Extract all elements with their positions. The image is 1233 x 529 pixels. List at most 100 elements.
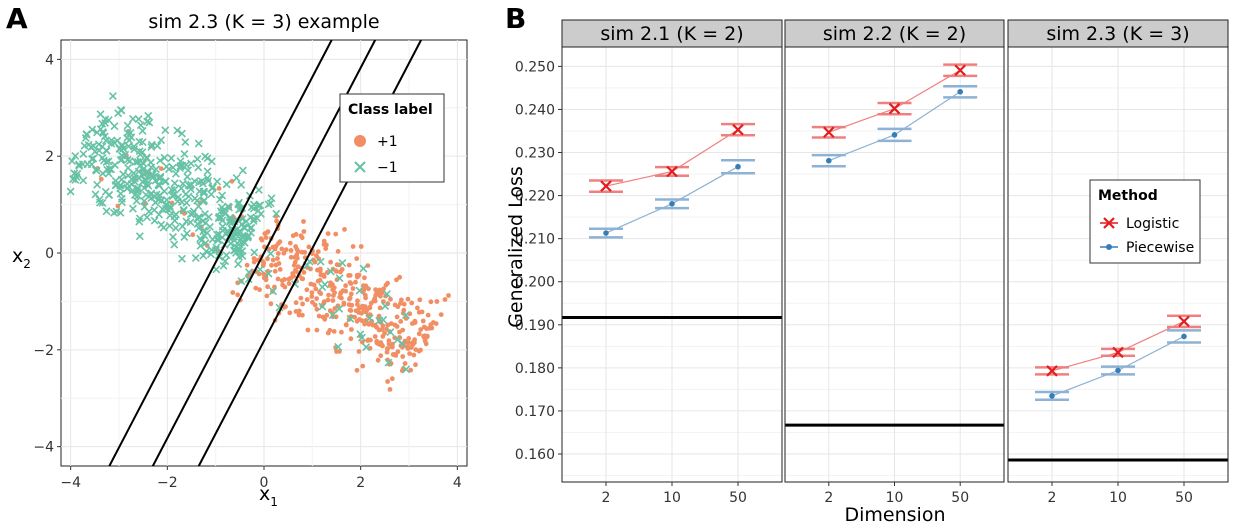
point-positive <box>314 327 320 333</box>
point-negative <box>264 200 273 209</box>
point-negative <box>135 217 144 226</box>
point-negative <box>151 198 160 207</box>
point-negative <box>161 126 170 135</box>
point-positive <box>274 218 279 224</box>
class-label-legend: Class label +1 −1 <box>339 93 445 183</box>
point-negative <box>216 207 225 216</box>
point-positive <box>158 166 164 172</box>
point-positive <box>415 305 420 311</box>
point-positive <box>375 341 381 347</box>
point-positive <box>288 254 294 260</box>
point-negative <box>82 130 91 139</box>
point-positive <box>281 250 287 256</box>
x-tick-label: 50 <box>729 490 747 506</box>
point-negative <box>117 155 126 164</box>
point-positive <box>375 357 381 363</box>
point-negative <box>256 209 265 218</box>
point-piecewise <box>826 157 832 164</box>
point-positive <box>365 263 371 268</box>
point-negative <box>221 209 230 218</box>
y-tick-label: 0.240 <box>515 102 555 118</box>
point-positive <box>338 291 343 297</box>
point-positive <box>257 287 262 293</box>
facet-strip-label: sim 2.2 (K = 2) <box>823 23 966 45</box>
point-positive <box>431 320 436 325</box>
point-negative <box>98 153 107 162</box>
point-positive <box>442 297 448 302</box>
point-negative <box>170 240 179 249</box>
point-negative <box>79 176 88 185</box>
point-positive <box>407 351 412 356</box>
point-negative <box>186 210 195 219</box>
point-positive <box>357 317 362 322</box>
point-positive <box>216 186 222 191</box>
loss-y-ticks: 0.160 0.170 0.180 0.190 0.200 0.210 0.220 0.230… <box>515 59 562 463</box>
point-positive <box>401 307 407 313</box>
point-positive <box>388 296 393 302</box>
point-positive <box>291 273 297 279</box>
point-negative <box>402 365 411 374</box>
point-positive <box>320 314 326 320</box>
point-positive <box>372 298 378 304</box>
point-positive <box>406 336 412 341</box>
scatter-x-ticks: −4 −2 0 2 4 <box>60 466 462 491</box>
scatter-points <box>66 92 451 392</box>
point-negative <box>183 172 192 181</box>
point-negative <box>264 269 273 278</box>
y-tick-label: −4 <box>33 440 54 456</box>
point-negative <box>382 290 391 299</box>
point-positive <box>356 349 362 354</box>
point-negative <box>141 169 150 178</box>
point-negative <box>386 328 395 337</box>
point-negative <box>238 166 247 175</box>
point-negative <box>150 216 159 225</box>
facet-2: sim 2.2 (K = 2) 2 10 50 <box>784 19 1005 506</box>
point-negative <box>144 111 153 120</box>
point-positive <box>279 246 285 252</box>
point-positive <box>305 327 311 333</box>
point-positive <box>373 287 378 292</box>
point-positive <box>365 337 371 343</box>
point-negative <box>93 180 102 189</box>
x-tick-label: 50 <box>951 490 969 506</box>
point-negative <box>159 223 168 232</box>
point-positive <box>406 340 412 346</box>
point-positive <box>354 256 360 261</box>
point-positive <box>343 322 349 328</box>
point-positive <box>434 299 440 304</box>
point-positive <box>325 330 331 336</box>
point-positive <box>251 256 257 261</box>
point-negative <box>105 165 114 173</box>
point-positive <box>299 249 305 255</box>
facet-panel: sim 2.1 (K = 2) 2 10 50 sim 2.2 (K = 2) 2 10 50… <box>505 19 1229 526</box>
point-negative <box>101 187 110 196</box>
point-positive <box>390 344 395 350</box>
point-negative <box>169 233 177 241</box>
scatter-y-axis-label: x2 <box>12 245 31 271</box>
point-positive <box>300 301 305 307</box>
point-positive <box>394 314 400 320</box>
point-negative <box>135 232 144 241</box>
point-positive <box>263 277 269 283</box>
point-positive <box>300 312 305 318</box>
point-positive <box>314 296 319 301</box>
boundary-line-2 <box>151 39 377 467</box>
point-positive <box>389 376 395 382</box>
point-positive <box>392 302 398 308</box>
point-positive <box>315 267 320 273</box>
legend-positive-marker <box>354 135 366 147</box>
point-positive <box>283 247 289 253</box>
point-negative <box>167 185 176 194</box>
y-tick-label: 0.200 <box>515 275 555 291</box>
point-positive <box>328 259 333 265</box>
point-positive <box>301 229 307 234</box>
point-positive <box>304 297 310 302</box>
point-logistic <box>823 126 835 139</box>
point-positive <box>408 367 414 373</box>
point-positive <box>395 349 401 355</box>
point-positive <box>258 236 264 242</box>
point-negative <box>126 128 135 137</box>
y-tick-label: 0.210 <box>515 232 555 248</box>
point-positive <box>416 331 422 337</box>
point-negative <box>238 252 247 260</box>
